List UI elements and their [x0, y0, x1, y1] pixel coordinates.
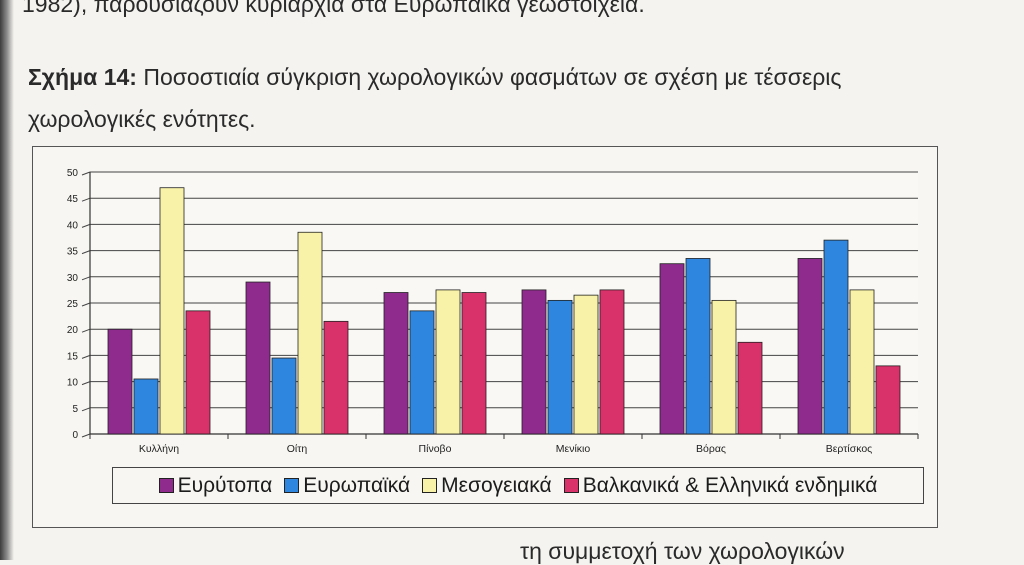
y-tick-mark: [81, 381, 91, 386]
y-tick-label: 35: [67, 247, 79, 258]
bar-1-4: [521, 289, 547, 435]
x-tick-label: Μενίκιο: [556, 443, 591, 455]
y-tick-label: 15: [67, 351, 79, 362]
bar-3-3: [435, 289, 461, 435]
bar-3-1: [159, 187, 185, 435]
bar-3-5: [711, 299, 737, 435]
bar-2-4: [547, 299, 573, 435]
bar-1-6: [797, 258, 823, 435]
next-paragraph-text: τη συμμετοχή των χωρολογικών: [520, 538, 845, 564]
bar-3-6: [849, 289, 875, 435]
figure-caption: Σχήμα 14: Ποσοστιαία σύγκριση χωρολογικώ…: [28, 56, 968, 140]
y-tick-label: 5: [72, 404, 78, 415]
page-binding-shadow: [0, 0, 14, 560]
figure-caption-label: Σχήμα 14:: [28, 64, 137, 90]
bar-2-1: [133, 378, 159, 435]
x-tick-label: Κυλλήνη: [139, 443, 179, 455]
legend-swatch: [563, 478, 579, 493]
y-tick-mark: [81, 407, 91, 412]
y-tick-mark: [81, 433, 91, 438]
legend-item: Μεσογειακά: [422, 474, 552, 498]
bar-4-4: [599, 289, 625, 435]
bar-4-5: [737, 341, 763, 435]
y-tick-mark: [81, 276, 91, 281]
y-tick-mark: [81, 197, 91, 202]
legend-item: Βαλκανικά & Ελληνικά ενδημικά: [563, 473, 878, 498]
y-tick-label: 10: [67, 378, 79, 389]
y-tick-label: 25: [67, 299, 79, 310]
chart-legend: Ευρύτοπα Ευρωπαϊκά Μεσογειακά Βαλκανικά & Ε…: [112, 467, 924, 504]
x-tick-label: Πίνοβο: [419, 443, 452, 455]
previous-paragraph-text: 1982), παρουσιάζουν κυριαρχία στα Ευρωπα…: [22, 0, 645, 17]
bar-4-1: [185, 310, 211, 435]
y-tick-label: 45: [67, 194, 79, 205]
x-tick-label: Βόρας: [696, 443, 726, 455]
y-tick-mark: [81, 354, 91, 359]
legend-label: Ευρωπαϊκά: [303, 473, 411, 497]
bar-2-3: [409, 310, 435, 435]
y-tick-label: 40: [67, 220, 79, 231]
bar-1-1: [107, 328, 133, 435]
bar-4-2: [323, 320, 349, 435]
legend-item: Ευρύτοπα: [158, 473, 273, 498]
bar-4-6: [875, 365, 901, 435]
y-tick-mark: [81, 302, 91, 307]
y-tick-label: 30: [67, 273, 79, 284]
y-tick-label: 20: [67, 325, 79, 336]
bar-4-3: [461, 292, 487, 435]
bar-2-6: [823, 239, 849, 435]
x-tick-label: Βερτίσκος: [826, 443, 873, 455]
bar-3-4: [573, 294, 599, 435]
y-tick-label: 50: [67, 168, 79, 179]
bar-1-3: [383, 292, 409, 435]
bar-1-2: [245, 281, 271, 435]
bar-3-2: [297, 231, 323, 435]
bar-2-2: [271, 357, 297, 435]
y-tick-mark: [81, 250, 91, 255]
legend-label: Ευρύτοπα: [177, 473, 273, 497]
legend-swatch: [422, 478, 438, 493]
legend-label: Βαλκανικά & Ελληνικά ενδημικά: [582, 473, 878, 497]
legend-item: Ευρωπαϊκά: [284, 474, 410, 498]
y-tick-mark: [81, 171, 91, 176]
y-tick-label: 0: [72, 430, 78, 441]
legend-swatch: [284, 478, 300, 493]
legend-label: Μεσογειακά: [441, 473, 552, 497]
bar-chart: 0 5 10 15 20 25 30 35 40 45 50 Κυλλήνη Οίτη Πίνοβο Μεν…: [67, 168, 919, 455]
bar-2-5: [685, 258, 711, 435]
bar-1-5: [659, 263, 685, 435]
x-tick-label: Οίτη: [287, 443, 308, 455]
y-tick-mark: [81, 223, 91, 228]
y-tick-mark: [81, 328, 91, 333]
legend-swatch: [158, 478, 174, 493]
figure-caption-text: Ποσοστιαία σύγκριση χωρολογικών φασμάτων…: [28, 64, 842, 132]
